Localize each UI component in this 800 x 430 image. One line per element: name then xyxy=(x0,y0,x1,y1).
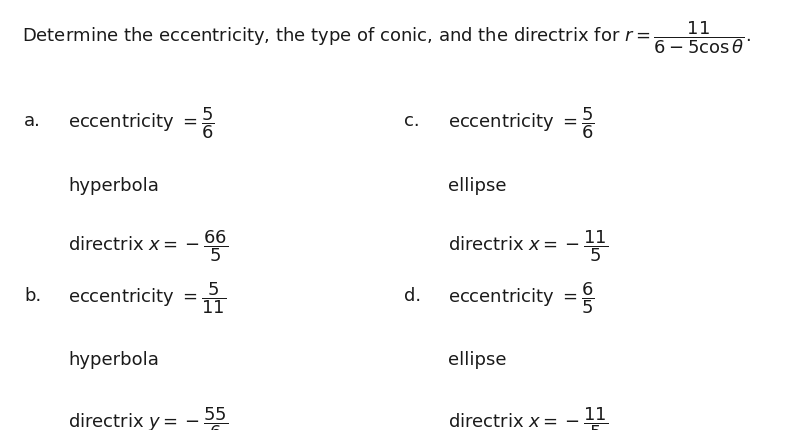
Text: hyperbola: hyperbola xyxy=(68,176,159,194)
Text: ellipse: ellipse xyxy=(448,176,506,194)
Text: eccentricity $= \dfrac{6}{5}$: eccentricity $= \dfrac{6}{5}$ xyxy=(448,280,594,315)
Text: directrix $x = -\dfrac{11}{5}$: directrix $x = -\dfrac{11}{5}$ xyxy=(448,404,608,430)
Text: directrix $y = -\dfrac{55}{6}$: directrix $y = -\dfrac{55}{6}$ xyxy=(68,404,228,430)
Text: eccentricity $= \dfrac{5}{11}$: eccentricity $= \dfrac{5}{11}$ xyxy=(68,280,226,315)
Text: ellipse: ellipse xyxy=(448,350,506,369)
Text: Determine the eccentricity, the type of conic, and the directrix for $r = \dfrac: Determine the eccentricity, the type of … xyxy=(22,19,751,56)
Text: a.: a. xyxy=(24,112,41,130)
Text: b.: b. xyxy=(24,286,42,304)
Text: d.: d. xyxy=(404,286,421,304)
Text: hyperbola: hyperbola xyxy=(68,350,159,369)
Text: eccentricity $= \dfrac{5}{6}$: eccentricity $= \dfrac{5}{6}$ xyxy=(448,105,594,141)
Text: directrix $x = -\dfrac{11}{5}$: directrix $x = -\dfrac{11}{5}$ xyxy=(448,228,608,264)
Text: c.: c. xyxy=(404,112,420,130)
Text: directrix $x = -\dfrac{66}{5}$: directrix $x = -\dfrac{66}{5}$ xyxy=(68,228,228,264)
Text: eccentricity $= \dfrac{5}{6}$: eccentricity $= \dfrac{5}{6}$ xyxy=(68,105,214,141)
